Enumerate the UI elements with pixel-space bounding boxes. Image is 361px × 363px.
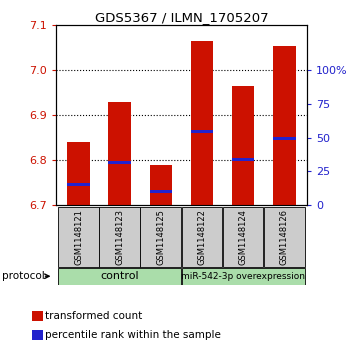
- Text: control: control: [100, 271, 139, 281]
- Bar: [32, 311, 43, 321]
- Bar: [140, 207, 181, 267]
- Title: GDS5367 / ILMN_1705207: GDS5367 / ILMN_1705207: [95, 11, 268, 24]
- Bar: [108, 102, 131, 205]
- Text: miR-542-3p overexpression: miR-542-3p overexpression: [181, 272, 305, 281]
- Bar: [67, 142, 90, 205]
- Text: GSM1148122: GSM1148122: [197, 209, 206, 265]
- Text: protocol: protocol: [2, 271, 44, 281]
- Bar: [108, 161, 131, 164]
- Text: GSM1148121: GSM1148121: [74, 209, 83, 265]
- Bar: [191, 41, 213, 205]
- Bar: [223, 207, 264, 267]
- Bar: [58, 207, 99, 267]
- Bar: [191, 130, 213, 134]
- Text: percentile rank within the sample: percentile rank within the sample: [45, 330, 221, 340]
- Bar: [32, 330, 43, 340]
- Bar: [232, 158, 255, 161]
- Bar: [149, 190, 172, 193]
- Bar: [67, 183, 90, 187]
- Text: GSM1148123: GSM1148123: [115, 209, 124, 265]
- Bar: [99, 207, 140, 267]
- Text: GSM1148126: GSM1148126: [280, 209, 289, 265]
- Bar: [182, 268, 305, 285]
- Bar: [232, 86, 255, 205]
- Bar: [273, 137, 296, 140]
- Text: GSM1148125: GSM1148125: [156, 209, 165, 265]
- Bar: [149, 165, 172, 205]
- Text: GSM1148124: GSM1148124: [239, 209, 248, 265]
- Bar: [273, 46, 296, 205]
- Bar: [58, 268, 182, 285]
- Bar: [264, 207, 305, 267]
- Text: transformed count: transformed count: [45, 311, 143, 321]
- Bar: [182, 207, 222, 267]
